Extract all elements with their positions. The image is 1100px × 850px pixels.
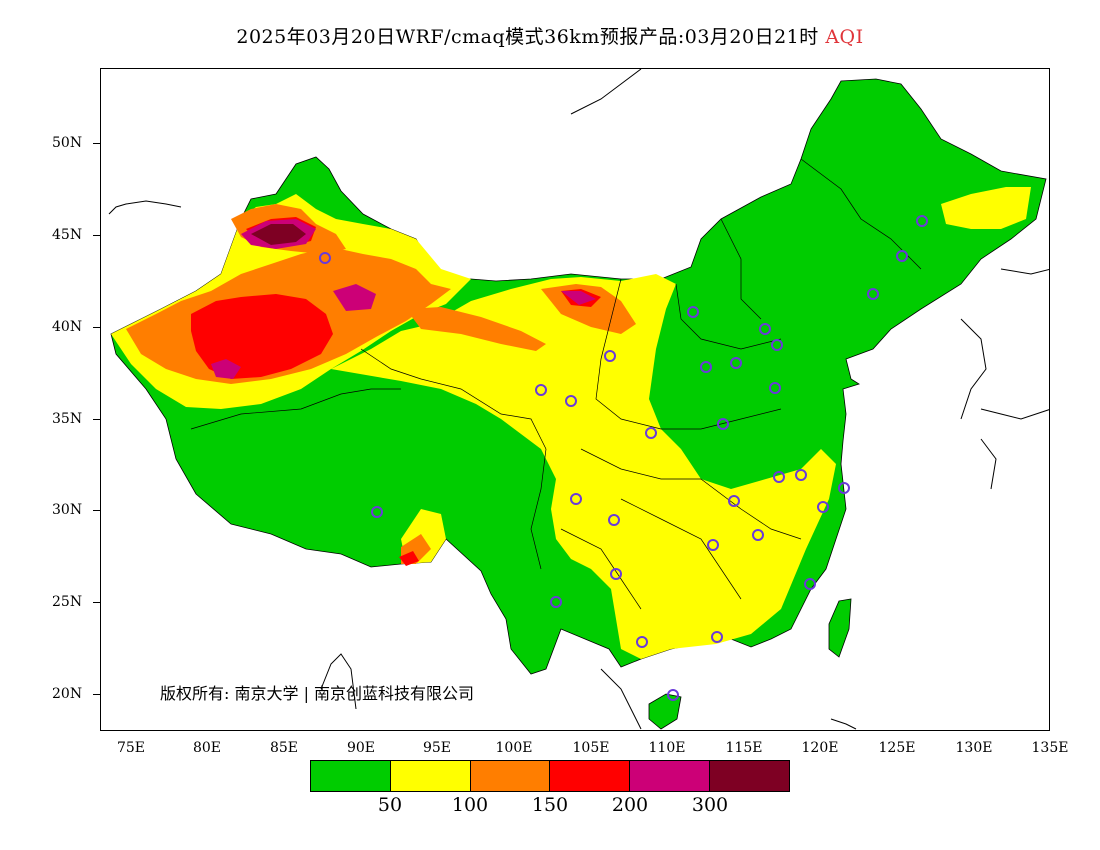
lon-label-110e: 110E [648, 740, 686, 756]
city-marker [896, 250, 908, 262]
city-marker [867, 288, 879, 300]
legend-label-150: 150 [531, 794, 569, 816]
region-unhealthy-tibet [399, 551, 419, 566]
province-boundaries [190, 158, 922, 610]
city-marker [610, 568, 622, 580]
lat-tick [93, 510, 100, 511]
region-usg-gansu [406, 307, 546, 351]
lon-label-80e: 80E [192, 740, 222, 756]
legend-swatch-hazardous [710, 761, 789, 791]
lat-label-20n: 20N [52, 686, 83, 702]
region-very-unhealthy-3 [211, 359, 241, 379]
lat-label-25n: 25N [52, 594, 83, 610]
lat-tick [93, 143, 100, 144]
legend-label-100: 100 [451, 794, 489, 816]
city-marker [795, 469, 807, 481]
city-marker [687, 306, 699, 318]
region-unhealthy-xinjiang [191, 294, 333, 379]
legend-swatch-moderate [390, 761, 471, 791]
city-marker [371, 506, 383, 518]
aqi-map [108, 69, 1049, 730]
map-title: 2025年03月20日WRF/cmaq模式36km预报产品:03月20日21时 … [0, 22, 1100, 49]
lat-tick [93, 235, 100, 236]
city-marker [838, 482, 850, 494]
city-marker [550, 596, 562, 608]
legend-label-50: 50 [377, 794, 403, 816]
city-marker [730, 357, 742, 369]
region-hazardous [251, 224, 306, 245]
legend-swatch-usg [470, 761, 551, 791]
city-marker [804, 578, 816, 590]
city-marker [769, 382, 781, 394]
city-marker [565, 395, 577, 407]
title-main: 2025年03月20日WRF/cmaq模式36km预报产品:03月20日21时 [236, 26, 819, 48]
legend-label-300: 300 [691, 794, 729, 816]
lat-label-35n: 35N [52, 411, 83, 427]
lat-label-45n: 45N [52, 227, 83, 243]
lon-label-100e: 100E [495, 740, 533, 756]
city-marker [711, 631, 723, 643]
region-usg-neimenggu [541, 284, 636, 334]
region-very-unhealthy-2 [333, 284, 376, 311]
city-marker [728, 495, 740, 507]
lon-label-115e: 115E [725, 740, 763, 756]
legend-swatch-very-unhealthy [630, 761, 711, 791]
lon-label-85e: 85E [269, 740, 299, 756]
city-marker [752, 529, 764, 541]
legend-swatch-unhealthy [550, 761, 631, 791]
lon-label-125e: 125E [878, 740, 916, 756]
lat-label-30n: 30N [52, 502, 83, 518]
city-marker [636, 636, 648, 648]
lat-label-50n: 50N [52, 135, 83, 151]
lat-tick [93, 419, 100, 420]
copyright-notice: 版权所有: 南京大学 | 南京创蓝科技有限公司 [160, 684, 475, 703]
city-marker [667, 689, 679, 701]
city-marker [773, 471, 785, 483]
map-frame [100, 68, 1050, 731]
region-very-unhealthy-4 [561, 291, 596, 305]
city-marker [570, 493, 582, 505]
hainan-island [648, 693, 682, 730]
lon-label-135e: 135E [1031, 740, 1069, 756]
region-moderate-north [331, 274, 836, 659]
city-marker [645, 427, 657, 439]
coastlines [108, 69, 1049, 730]
lat-tick [93, 602, 100, 603]
legend-swatch-good [311, 761, 391, 791]
lon-label-105e: 105E [572, 740, 610, 756]
legend-label-200: 200 [611, 794, 649, 816]
city-marker [759, 323, 771, 335]
city-marker [608, 514, 620, 526]
city-marker [707, 539, 719, 551]
color-legend [310, 760, 790, 792]
city-marker [535, 384, 547, 396]
city-marker [717, 418, 729, 430]
city-marker [916, 215, 928, 227]
city-marker [604, 350, 616, 362]
lat-tick [93, 694, 100, 695]
city-marker [700, 361, 712, 373]
city-markers [319, 215, 928, 701]
taiwan-island [828, 598, 852, 658]
lon-label-130e: 130E [955, 740, 993, 756]
lat-tick [93, 327, 100, 328]
lon-label-90e: 90E [346, 740, 376, 756]
city-marker [771, 339, 783, 351]
lat-label-40n: 40N [52, 319, 83, 335]
lon-label-75e: 75E [116, 740, 146, 756]
lon-label-120e: 120E [801, 740, 839, 756]
lon-label-95e: 95E [422, 740, 452, 756]
city-marker [319, 252, 331, 264]
region-moderate-northeast [941, 187, 1031, 229]
city-marker [817, 501, 829, 513]
title-variable: AQI [825, 26, 864, 48]
